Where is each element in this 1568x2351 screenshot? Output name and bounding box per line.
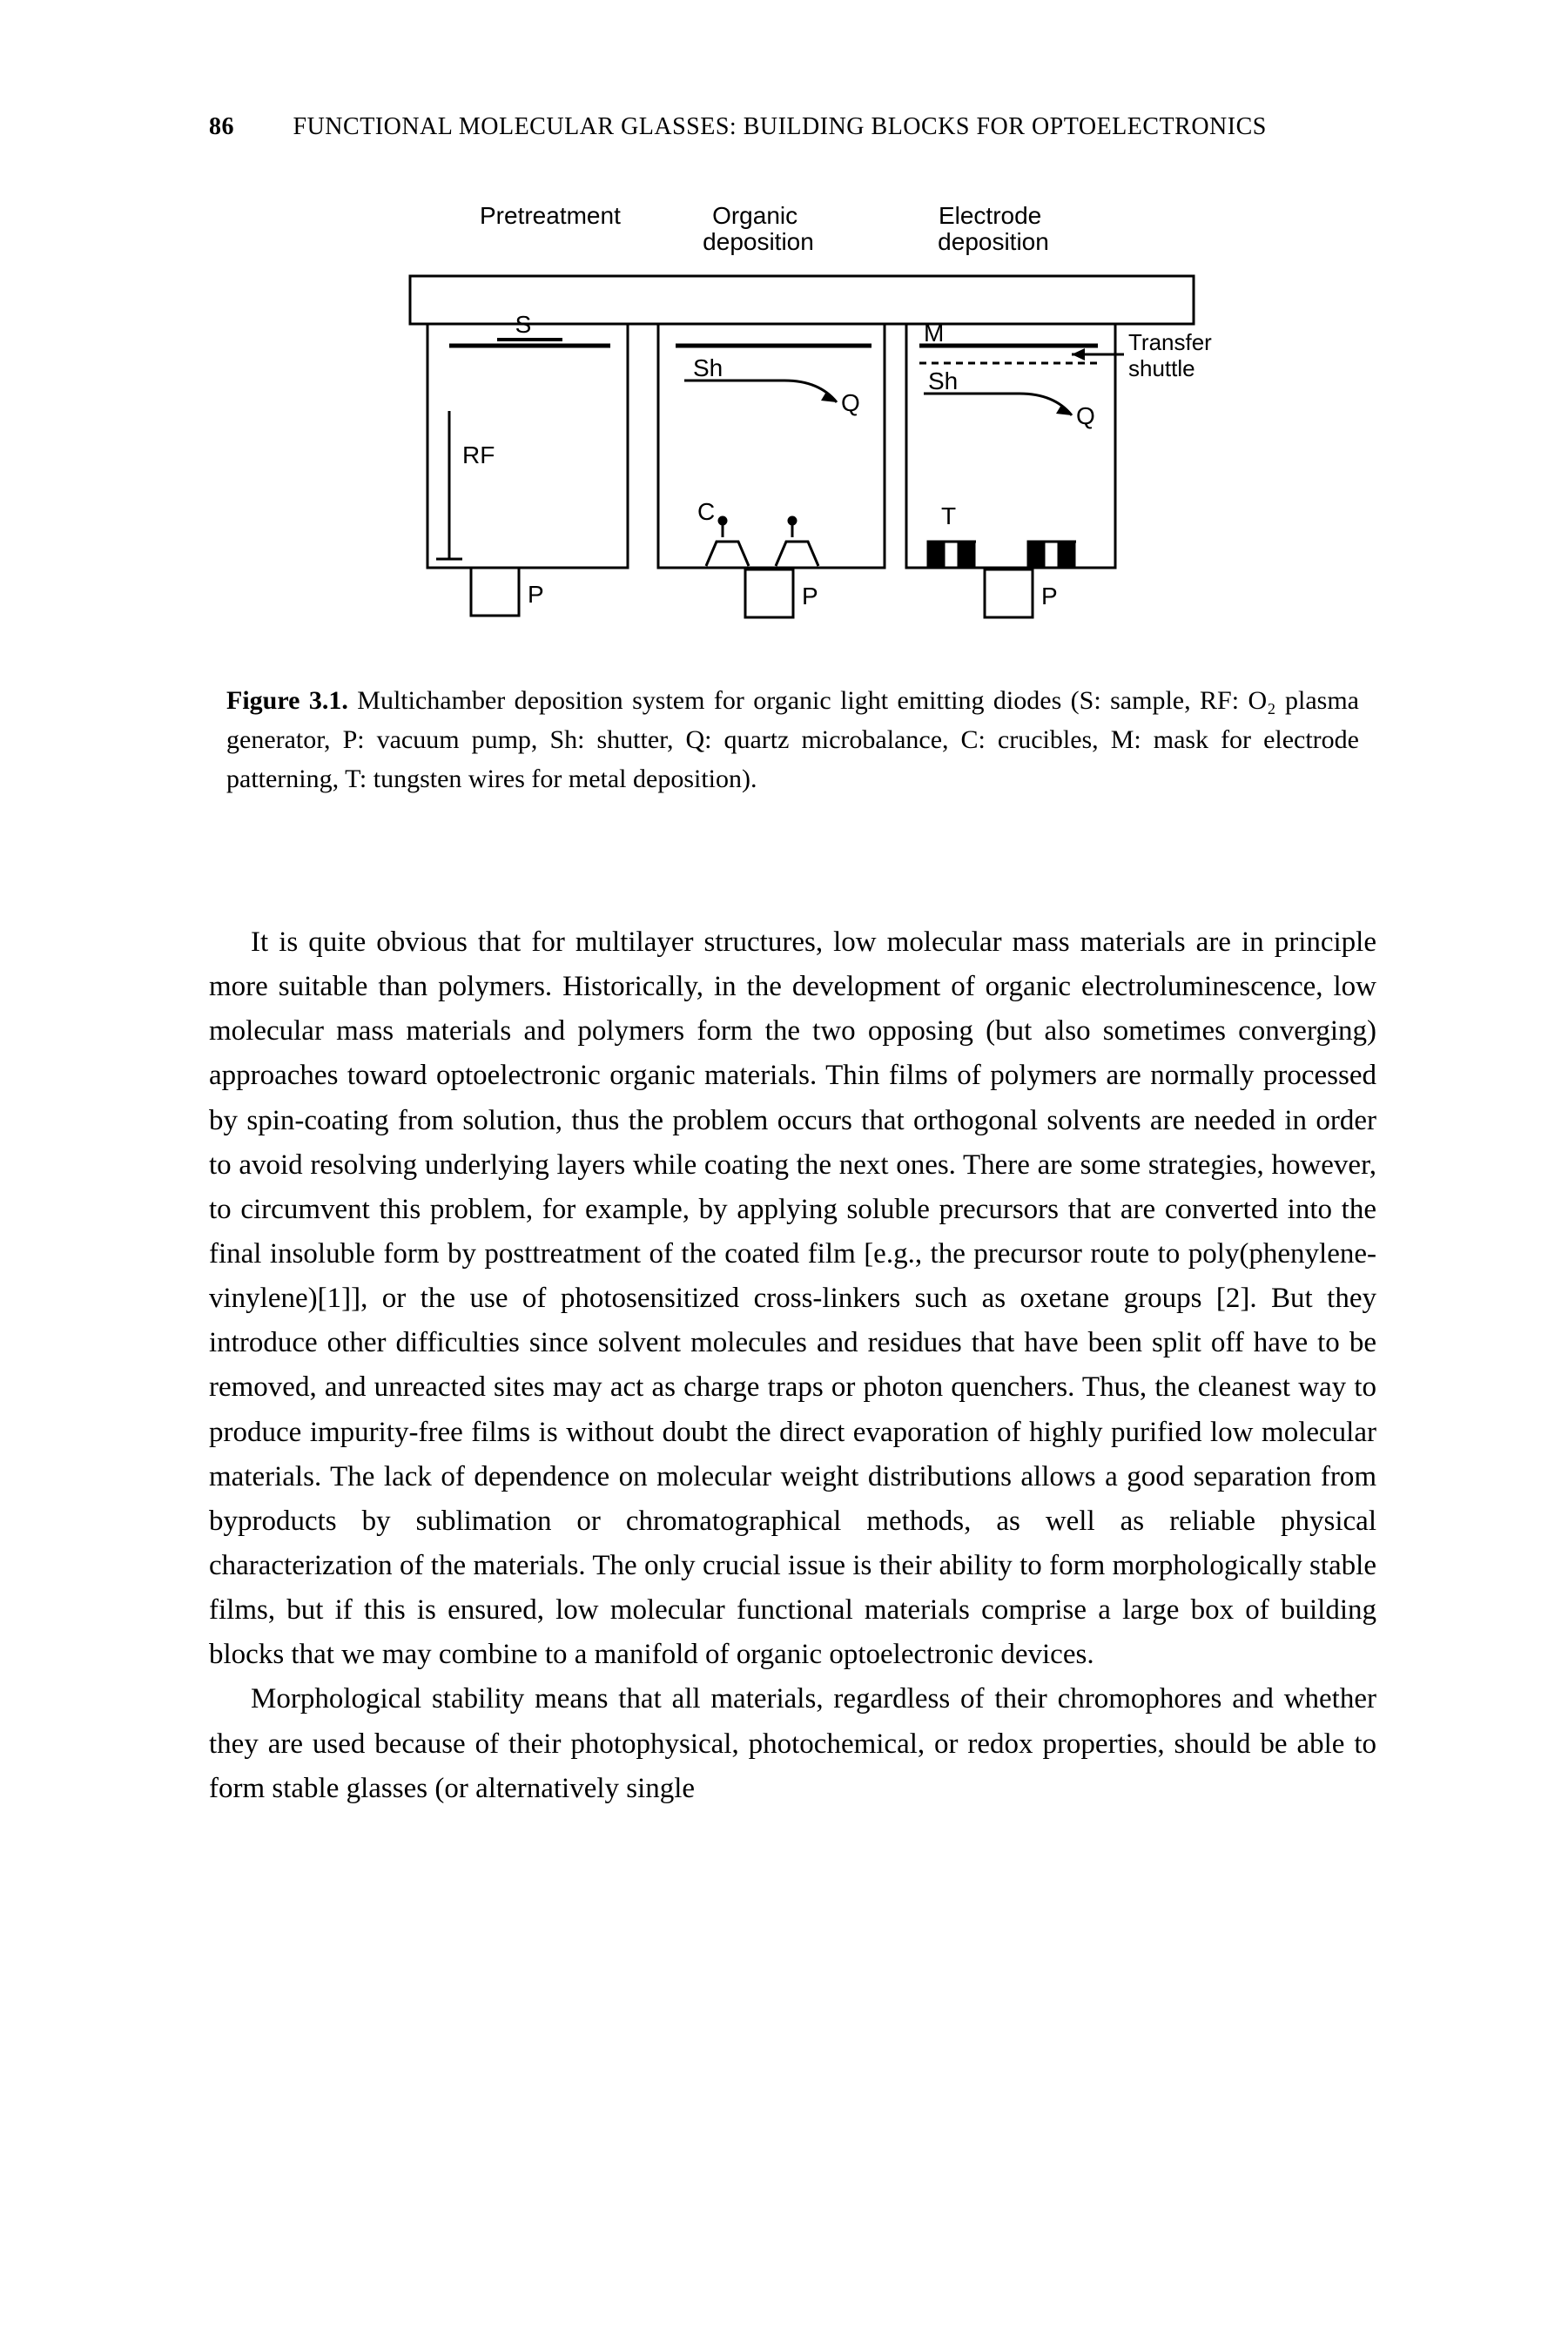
svg-text:M: M bbox=[924, 320, 944, 347]
svg-text:RF: RF bbox=[462, 441, 495, 468]
figure-label: Figure 3.1. bbox=[226, 686, 348, 715]
svg-text:P: P bbox=[1041, 583, 1058, 610]
paragraph-1: It is quite obvious that for multilayer … bbox=[209, 920, 1376, 1677]
figure-caption-text: Multichamber deposition system for organ… bbox=[226, 686, 1359, 793]
figure-3-1: Pretreatment Organic deposition Electrod… bbox=[209, 193, 1376, 798]
svg-text:T: T bbox=[941, 502, 956, 529]
body-text: It is quite obvious that for multilayer … bbox=[209, 920, 1376, 1811]
page: 86 FUNCTIONAL MOLECULAR GLASSES: BUILDIN… bbox=[0, 0, 1568, 2351]
svg-text:Transfer shuttle: Transfer shuttle bbox=[1128, 329, 1218, 381]
svg-text:P: P bbox=[528, 581, 544, 608]
svg-text:C: C bbox=[697, 498, 715, 525]
deposition-diagram: Pretreatment Organic deposition Electrod… bbox=[349, 193, 1237, 664]
running-head-text: FUNCTIONAL MOLECULAR GLASSES: BUILDING B… bbox=[293, 113, 1267, 140]
svg-text:S: S bbox=[515, 311, 531, 338]
svg-text:Sh: Sh bbox=[928, 367, 958, 394]
svg-text:Electrode deposition: Electrode deposition bbox=[938, 202, 1049, 255]
svg-text:Organic deposition: Organic deposition bbox=[703, 202, 814, 255]
page-number: 86 bbox=[209, 113, 234, 140]
paragraph-2: Morphological stability means that all m… bbox=[209, 1677, 1376, 1810]
running-header: 86 FUNCTIONAL MOLECULAR GLASSES: BUILDIN… bbox=[209, 113, 1376, 141]
svg-text:Sh: Sh bbox=[693, 354, 723, 381]
svg-text:P: P bbox=[802, 583, 818, 610]
svg-text:Q: Q bbox=[1076, 402, 1095, 429]
figure-caption: Figure 3.1. Multichamber deposition syst… bbox=[226, 681, 1359, 798]
label-pretreatment: Pretreatment bbox=[480, 202, 621, 229]
svg-text:Q: Q bbox=[841, 389, 860, 416]
